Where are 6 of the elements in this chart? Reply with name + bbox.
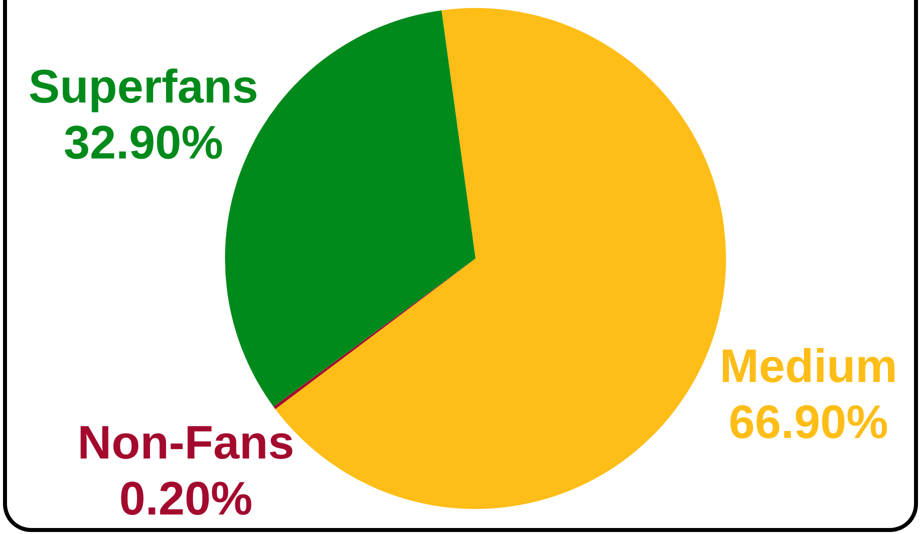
- data-label: 66.90%: [728, 395, 888, 448]
- data-label: 0.20%: [119, 472, 253, 525]
- slice-label: Non-Fans: [78, 416, 294, 469]
- data-label: 32.90%: [64, 116, 224, 169]
- slice-label: Medium: [720, 339, 898, 392]
- slice-label: Superfans: [28, 60, 258, 113]
